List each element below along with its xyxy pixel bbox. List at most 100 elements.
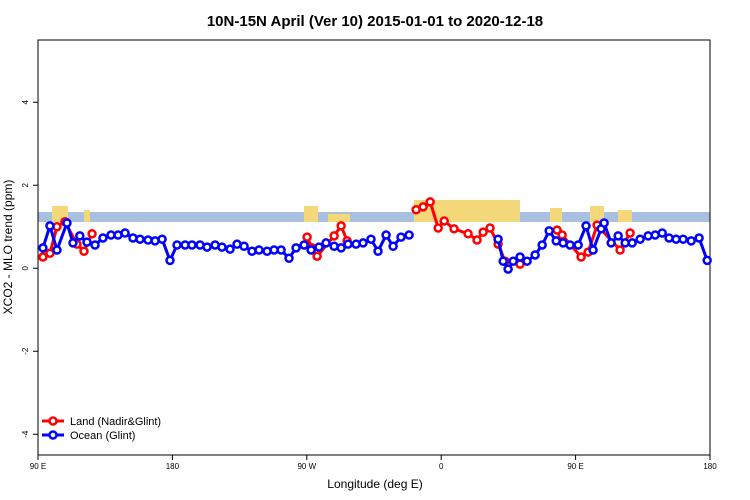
data-point — [404, 230, 414, 240]
data-point — [588, 245, 598, 255]
data-point — [79, 246, 89, 256]
data-point — [312, 251, 322, 261]
data-point — [381, 230, 391, 240]
y-tick-label: -4 — [21, 430, 30, 438]
data-point — [493, 234, 503, 244]
data-point — [62, 218, 72, 228]
data-point — [314, 242, 324, 252]
x-tick-label: 90 W — [297, 462, 316, 471]
data-point — [565, 240, 575, 250]
data-point — [329, 231, 339, 241]
data-point — [396, 232, 406, 242]
data-point — [388, 241, 398, 252]
data-point — [498, 256, 508, 266]
data-point — [172, 240, 182, 250]
x-tick-label: 90 E — [567, 462, 583, 471]
data-point — [606, 238, 616, 248]
data-point — [635, 234, 645, 244]
data-point — [75, 231, 85, 241]
data-point — [515, 252, 525, 262]
data-point — [82, 237, 92, 247]
data-point — [615, 245, 625, 255]
legend-marker — [48, 430, 58, 440]
chart-title: 10N-15N April (Ver 10) 2015-01-01 to 202… — [207, 13, 543, 30]
data-point — [187, 240, 197, 250]
legend-marker — [48, 416, 58, 426]
data-point — [291, 243, 301, 253]
data-point — [439, 216, 449, 226]
data-point — [90, 240, 100, 250]
x-tick-label: 180 — [703, 462, 717, 471]
data-point — [68, 238, 78, 248]
data-point — [239, 241, 249, 252]
data-point — [202, 242, 212, 252]
data-point — [702, 255, 712, 266]
data-point — [38, 252, 48, 262]
legend-label: Land (Nadir&Glint) — [70, 416, 161, 428]
data-point — [120, 228, 130, 238]
data-point — [686, 236, 696, 246]
data-point — [284, 253, 294, 264]
data-point — [625, 228, 635, 238]
data-point — [508, 256, 518, 266]
data-point — [225, 244, 235, 254]
data-point — [358, 238, 368, 248]
data-point — [678, 234, 688, 244]
data-point — [217, 242, 227, 252]
data-point — [299, 240, 309, 250]
data-point — [302, 232, 312, 242]
y-tick-label: 0 — [21, 265, 30, 270]
data-point — [576, 252, 586, 262]
data-point — [38, 243, 48, 253]
x-tick-label: 90 E — [30, 462, 46, 471]
data-point — [52, 245, 62, 255]
data-point — [306, 245, 316, 255]
data-point — [157, 234, 167, 244]
data-point — [165, 255, 175, 266]
data-point — [336, 243, 346, 253]
data-point — [557, 230, 567, 240]
data-point — [98, 233, 108, 243]
x-tick-label: 0 — [439, 462, 444, 471]
data-point — [627, 238, 637, 248]
data-point — [694, 233, 704, 243]
data-point — [613, 231, 623, 241]
data-point — [472, 235, 482, 245]
data-point — [276, 245, 286, 255]
y-tick-label: 4 — [21, 99, 30, 104]
data-point — [530, 250, 540, 260]
plot-frame — [37, 39, 711, 456]
data-point — [87, 229, 97, 239]
data-point — [433, 223, 443, 233]
data-point — [522, 256, 532, 266]
data-point — [478, 227, 488, 237]
data-point — [45, 221, 55, 231]
data-point — [418, 202, 428, 212]
data-point — [321, 238, 331, 248]
data-point — [537, 240, 547, 250]
data-point — [254, 245, 264, 255]
data-point — [425, 197, 435, 207]
data-point — [573, 240, 583, 250]
data-point — [544, 226, 554, 236]
data-point — [581, 221, 591, 231]
data-point — [599, 218, 609, 228]
data-point — [336, 221, 346, 231]
data-point — [449, 224, 459, 234]
data-point — [463, 229, 473, 239]
data-point — [485, 223, 495, 233]
x-tick-label: 180 — [166, 462, 180, 471]
y-tick-label: -2 — [21, 347, 30, 355]
x-axis-label: Longitude (deg E) — [327, 477, 422, 491]
y-axis-label: XCO2 - MLO trend (ppm) — [1, 180, 15, 315]
data-point — [135, 234, 145, 244]
legend-label: Ocean (Glint) — [70, 430, 135, 442]
y-tick-label: 2 — [21, 182, 30, 187]
series-line — [41, 218, 709, 272]
land-mask-strip — [38, 200, 710, 222]
data-point — [45, 248, 55, 259]
data-point — [343, 239, 353, 249]
data-point — [373, 246, 383, 256]
data-point — [657, 228, 667, 238]
